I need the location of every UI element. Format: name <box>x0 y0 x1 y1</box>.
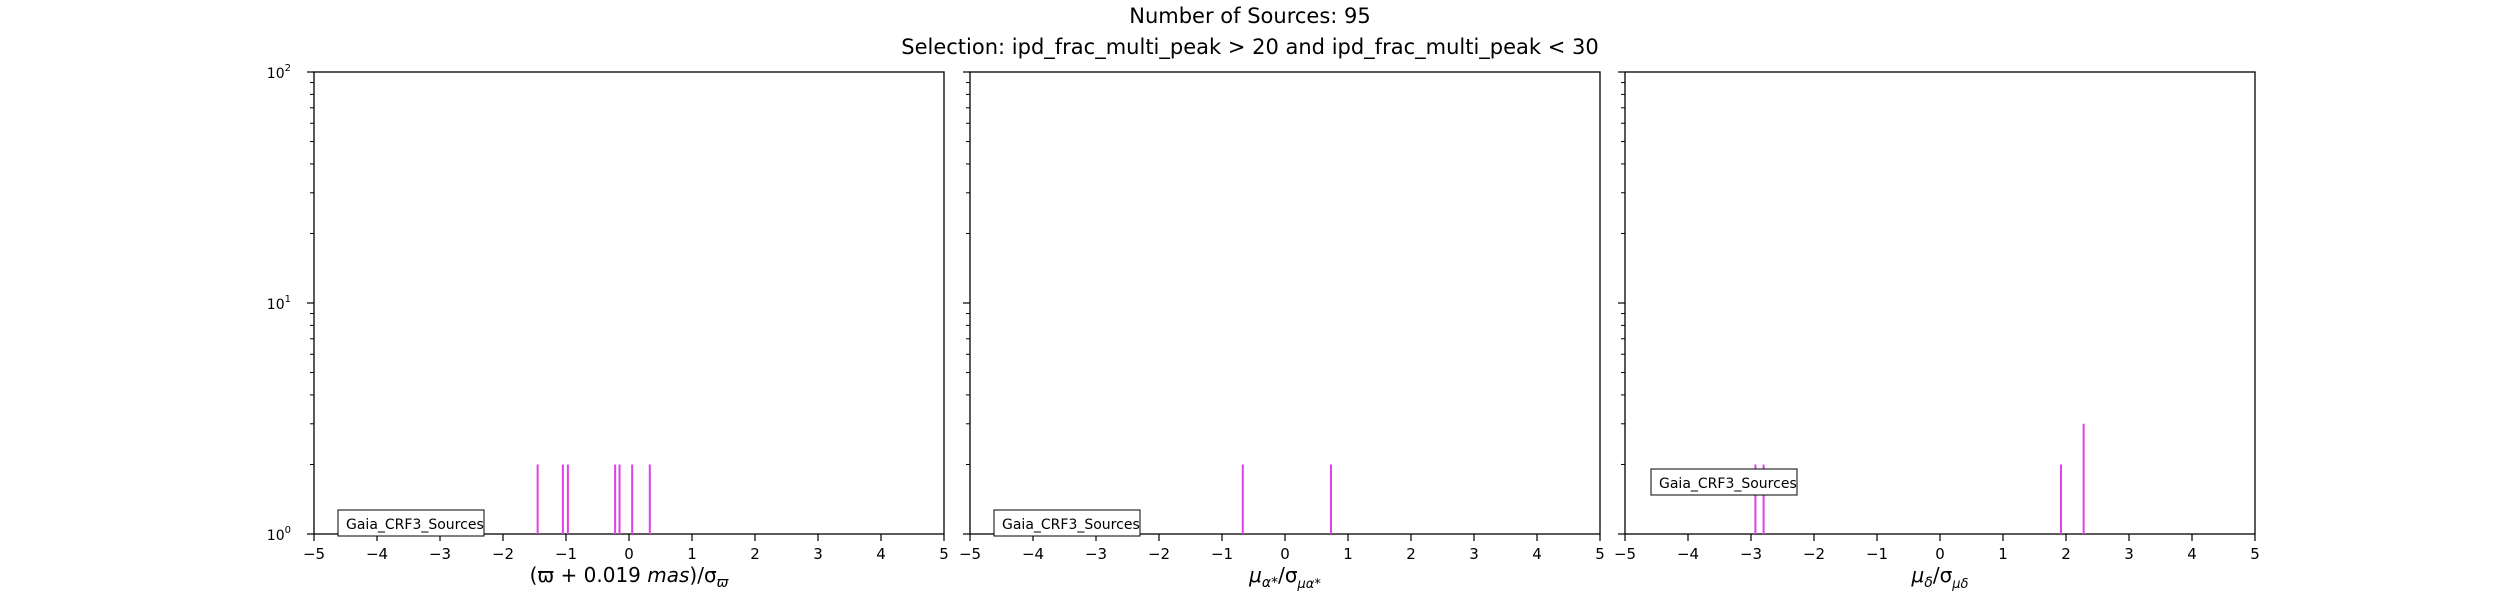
x-tick-label: −3 <box>1085 545 1107 563</box>
legend-box <box>993 509 1141 537</box>
x-tick-label: 1 <box>687 545 697 563</box>
panel-pmdec: −5 −4 −3 −2 −1 0 1 2 3 4 5 Gaia_CRF3_Sources μδ/σμ… <box>1614 71 2260 592</box>
x-tick-label: −3 <box>1740 545 1762 563</box>
x-tick-label: 0 <box>1280 545 1290 563</box>
figure-title: Number of Sources: 95 <box>1129 4 1371 28</box>
x-tick-label: 3 <box>1469 545 1479 563</box>
x-tick-label: 5 <box>939 545 949 563</box>
legend: Gaia_CRF3_Sources <box>337 509 485 537</box>
legend-label: Gaia_CRF3_Sources <box>346 517 484 533</box>
figure-subtitle: Selection: ipd_frac_multi_peak > 20 and … <box>901 35 1599 59</box>
y-tick-label: 101 <box>267 294 291 313</box>
x-tick-label: 0 <box>624 545 634 563</box>
x-tick-label: −4 <box>1677 545 1699 563</box>
legend-label: Gaia_CRF3_Sources <box>1659 476 1797 492</box>
plot-frame <box>969 71 1601 535</box>
legend-label: Gaia_CRF3_Sources <box>1002 517 1140 533</box>
x-tick-label: 0 <box>1935 545 1945 563</box>
x-tick-label: 4 <box>876 545 886 563</box>
bar-group <box>1754 423 2085 534</box>
x-tick-label: 1 <box>1998 545 2008 563</box>
x-tick-label: −2 <box>1148 545 1170 563</box>
x-tick-label: −5 <box>959 545 981 563</box>
x-tick-label: 2 <box>750 545 760 563</box>
x-tick-label: 5 <box>2250 545 2260 563</box>
legend: Gaia_CRF3_Sources <box>1650 468 1798 496</box>
x-axis-label: μδ/σμδ <box>1911 563 1969 592</box>
x-tick-label: 1 <box>1343 545 1353 563</box>
y-tick-label: 102 <box>267 63 291 82</box>
x-tick-label: −5 <box>1614 545 1636 563</box>
plot-frame <box>313 71 945 535</box>
x-tick-label: −1 <box>555 545 577 563</box>
y-axis-ticks <box>963 71 970 535</box>
bar-group <box>536 464 651 534</box>
x-tick-label: −4 <box>1022 545 1044 563</box>
plot-frame <box>1624 71 2256 535</box>
legend-box <box>1650 468 1798 496</box>
y-axis-ticks: 100 101 102 <box>267 63 314 544</box>
panel-parallax: 100 101 102 −5 −4 −3 −2 −1 0 1 2 3 4 5 Gaia_CRF3_Sou… <box>267 63 949 591</box>
x-tick-label: −2 <box>492 545 514 563</box>
x-tick-label: 5 <box>1595 545 1605 563</box>
x-tick-label: −5 <box>303 545 325 563</box>
x-axis-ticks: −5 −4 −3 −2 −1 0 1 2 3 4 5 <box>959 534 1605 563</box>
x-axis-label: μα*/σμα* <box>1248 563 1321 592</box>
x-tick-label: −1 <box>1866 545 1888 563</box>
bar-group <box>1241 464 1332 534</box>
x-tick-label: 4 <box>2187 545 2197 563</box>
x-axis-ticks: −5 −4 −3 −2 −1 0 1 2 3 4 5 <box>303 534 949 563</box>
x-tick-label: 2 <box>1406 545 1416 563</box>
x-tick-label: −2 <box>1803 545 1825 563</box>
x-axis-label: (ϖ + 0.019 mas)/σϖ <box>530 563 730 591</box>
x-tick-label: −4 <box>366 545 388 563</box>
legend-box <box>337 509 485 537</box>
x-tick-label: 2 <box>2061 545 2071 563</box>
x-tick-label: −3 <box>429 545 451 563</box>
panel-pmra: −5 −4 −3 −2 −1 0 1 2 3 4 5 Gaia_CRF3_Sources μα*/σ… <box>959 71 1605 592</box>
x-tick-label: 3 <box>813 545 823 563</box>
legend: Gaia_CRF3_Sources <box>993 509 1141 537</box>
x-axis-ticks: −5 −4 −3 −2 −1 0 1 2 3 4 5 <box>1614 534 2260 563</box>
y-axis-ticks <box>1618 71 1625 535</box>
x-tick-label: 4 <box>1532 545 1542 563</box>
x-tick-label: 3 <box>2124 545 2134 563</box>
x-tick-label: −1 <box>1211 545 1233 563</box>
y-tick-label: 100 <box>267 525 291 544</box>
